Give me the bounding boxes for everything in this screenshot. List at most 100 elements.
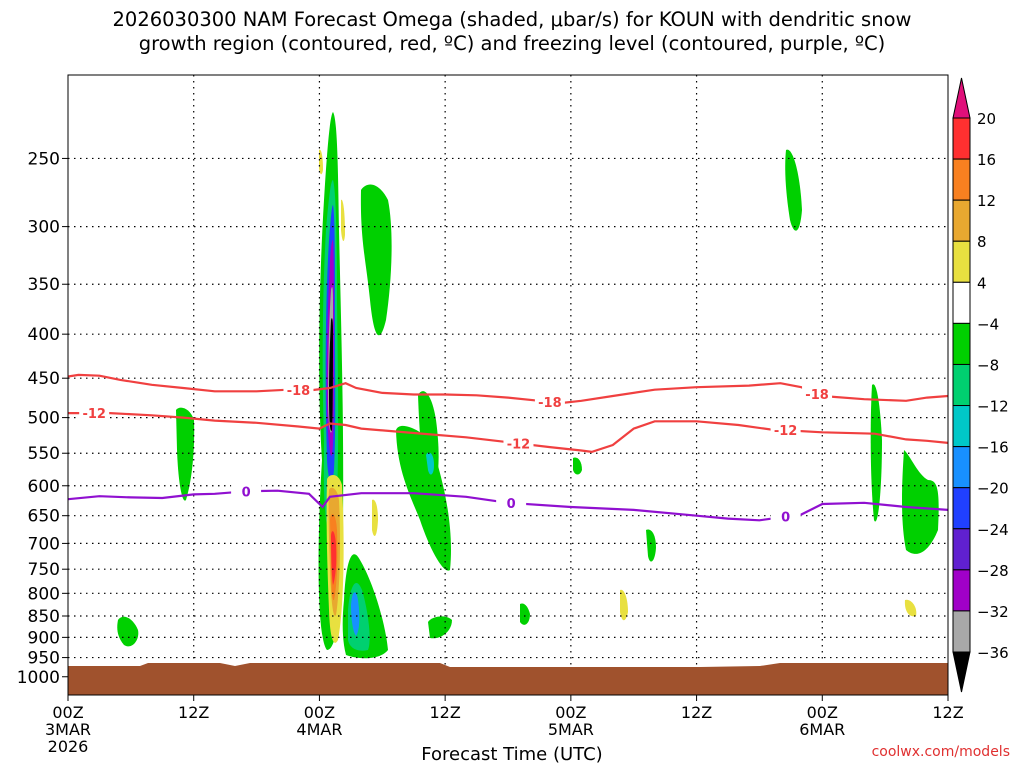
omega-region-right-green-2 <box>902 450 939 554</box>
colorbar-bin-0 <box>952 117 971 160</box>
colorbar-bin-11 <box>952 569 971 612</box>
y-tick-label-1000: 1000 <box>17 668 60 688</box>
omega-region-main-black <box>329 318 333 431</box>
y-axis: 2503003504004505005506006507007508008509… <box>17 149 68 688</box>
y-tick-label-250: 250 <box>28 149 60 169</box>
y-tick-label-700: 700 <box>28 534 60 554</box>
colorbar-label-4: 4 <box>977 274 987 292</box>
x-tick-label-0-0: 00Z <box>52 703 83 722</box>
x-tick-label-0-1: 3MAR <box>45 720 91 739</box>
colorbar-bin-5 <box>952 322 971 365</box>
contour-label-bg-2-0 <box>231 483 262 500</box>
contour-label-1-0: -12 <box>82 407 106 422</box>
x-tick-label-4-0: 00Z <box>555 703 586 722</box>
omega-shading <box>117 112 939 659</box>
omega-region-positive-magenta <box>331 531 337 585</box>
omega-region-yellow-4 <box>319 149 323 175</box>
contour-label-1-2: -12 <box>774 424 798 439</box>
x-tick-label-1-0: 12Z <box>178 703 209 722</box>
plot-frame <box>67 74 949 696</box>
x-tick-label-2-1: 4MAR <box>296 720 342 739</box>
contour-label-bg-0-2 <box>802 385 833 402</box>
colorbar-bin-12 <box>952 610 971 653</box>
omega-region-small-green-2 <box>573 457 582 475</box>
y-tick-label-300: 300 <box>28 218 60 238</box>
x-tick-label-0-2: 2026 <box>48 737 89 756</box>
y-tick-label-650: 650 <box>28 507 60 527</box>
contour-label-2-1: 0 <box>507 497 516 512</box>
colorbar-label-12: −32 <box>977 603 1009 621</box>
chart-title-line-2: growth region (contoured, red, ºC) and f… <box>138 32 886 55</box>
omega-region-bottomleft-green <box>117 616 139 647</box>
contour-label-bg-1-0 <box>79 405 110 422</box>
contour-label-1-1: -12 <box>507 437 531 452</box>
x-tick-label-2-0: 00Z <box>304 703 335 722</box>
contour-label-0-1: -18 <box>538 396 562 411</box>
contour-label-bg-1-2 <box>770 422 801 439</box>
colorbar-label-5: −4 <box>977 315 999 333</box>
omega-region-upper-green <box>360 184 392 336</box>
colorbar-label-6: −8 <box>977 356 999 374</box>
contour-line-2 <box>68 489 948 522</box>
y-tick-label-550: 550 <box>28 444 60 464</box>
colorbar-bin-6 <box>952 363 971 407</box>
colorbar-bin-8 <box>952 446 971 489</box>
y-tick-label-950: 950 <box>28 649 60 669</box>
omega-region-mid-teal <box>426 452 434 475</box>
plot-area <box>68 75 948 695</box>
omega-region-yellow-1 <box>372 499 378 536</box>
grid <box>68 75 948 695</box>
contour-label-2-0: 0 <box>242 485 251 500</box>
y-tick-label-850: 850 <box>28 607 60 627</box>
colorbar: 20 16 12 8 4 −4 −8 −12 −16 −20 −24 −28 −32 −36 <box>952 77 1009 693</box>
colorbar-label-9: −20 <box>977 480 1009 498</box>
credit-text: coolwx.com/models <box>871 744 1010 760</box>
contour-line-0 <box>68 373 948 405</box>
colorbar-label-11: −28 <box>977 562 1009 580</box>
x-tick-label-3-0: 12Z <box>429 703 460 722</box>
contour-label-0-2: -18 <box>805 388 829 403</box>
colorbar-label-0: 20 <box>977 110 996 128</box>
contour-label-bg-0-0 <box>283 382 314 399</box>
omega-region-mid-green <box>396 425 451 571</box>
omega-region-yellow-2 <box>620 589 628 621</box>
y-tick-label-750: 750 <box>28 560 60 580</box>
omega-region-small-green-1 <box>520 603 530 625</box>
colorbar-bin-4 <box>952 281 971 324</box>
colorbar-bin-3 <box>952 240 971 283</box>
x-tick-label-5-0: 12Z <box>681 703 712 722</box>
colorbar-label-8: −16 <box>977 439 1009 457</box>
colorbar-label-2: 12 <box>977 192 996 210</box>
contour-label-0-0: -18 <box>287 384 311 399</box>
x-tick-label-6-1: 6MAR <box>799 720 845 739</box>
contour-label-bg-0-1 <box>534 393 565 410</box>
contour-label-bg-2-1 <box>496 495 527 512</box>
colorbar-label-3: 8 <box>977 233 987 251</box>
colorbar-over-triangle <box>952 77 971 119</box>
y-tick-label-400: 400 <box>28 325 60 345</box>
omega-region-small-green-3 <box>646 529 656 562</box>
colorbar-label-10: −24 <box>977 521 1009 539</box>
y-tick-label-350: 350 <box>28 275 60 295</box>
chart-title-line-1: 2026030300 NAM Forecast Omega (shaded, μ… <box>112 8 912 31</box>
colorbar-bin-10 <box>952 528 971 571</box>
contour-label-2-2: 0 <box>781 511 790 526</box>
colorbar-label-13: −36 <box>977 644 1009 662</box>
contour-label-bg-1-1 <box>503 435 534 452</box>
colorbar-bin-7 <box>952 405 971 448</box>
colorbar-under-triangle <box>952 651 971 693</box>
x-tick-label-4-1: 5MAR <box>548 720 594 739</box>
omega-region-low-blue <box>351 592 360 636</box>
y-tick-label-500: 500 <box>28 409 60 429</box>
y-tick-label-600: 600 <box>28 477 60 497</box>
omega-region-yellow-3 <box>904 599 917 617</box>
contour-label-bg-2-2 <box>770 508 801 525</box>
y-tick-label-900: 900 <box>28 628 60 648</box>
x-tick-label-7-0: 12Z <box>932 703 963 722</box>
omega-region-bottommid-green <box>428 616 452 639</box>
omega-region-yellow-5 <box>341 199 345 242</box>
y-tick-label-450: 450 <box>28 369 60 389</box>
y-tick-label-800: 800 <box>28 584 60 604</box>
